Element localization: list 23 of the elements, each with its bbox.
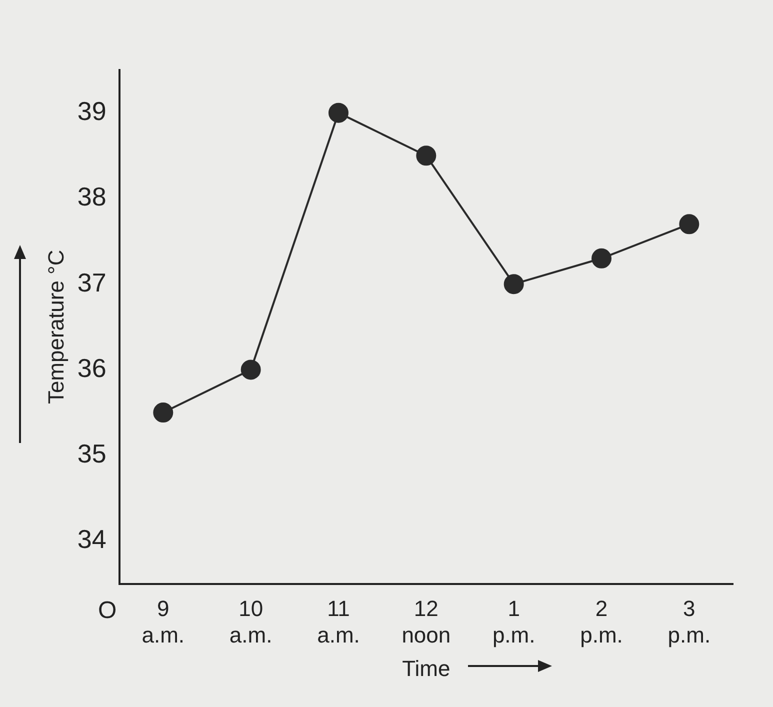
point <box>328 102 348 123</box>
x-tick-label: 2 p.m. <box>580 596 623 648</box>
x-tick-label: 3 p.m. <box>668 596 711 648</box>
y-tick-label: 39 <box>77 96 106 126</box>
point <box>240 360 261 380</box>
point <box>679 214 700 234</box>
point <box>504 274 524 294</box>
x-tick-label: 9 a.m. <box>142 596 185 648</box>
y-tick-label: 37 <box>77 267 106 298</box>
x-tick-label: 12 noon <box>402 596 451 648</box>
x-tick-label: 11 a.m. <box>317 596 360 648</box>
x-tick-label: 1 p.m. <box>492 596 536 648</box>
x-tick-label: 10 a.m. <box>229 596 272 648</box>
y-tick-label: 38 <box>77 182 106 212</box>
x-axis-title: Time <box>402 656 450 681</box>
point <box>416 146 436 166</box>
y-tick-label: 34 <box>77 524 106 554</box>
point <box>153 402 174 423</box>
text: O <box>98 596 117 624</box>
y-axis-title: Temperature °C <box>43 250 68 404</box>
y-tick-label: 35 <box>77 438 106 469</box>
y-tick-label: 36 <box>77 352 106 383</box>
point <box>591 248 612 268</box>
